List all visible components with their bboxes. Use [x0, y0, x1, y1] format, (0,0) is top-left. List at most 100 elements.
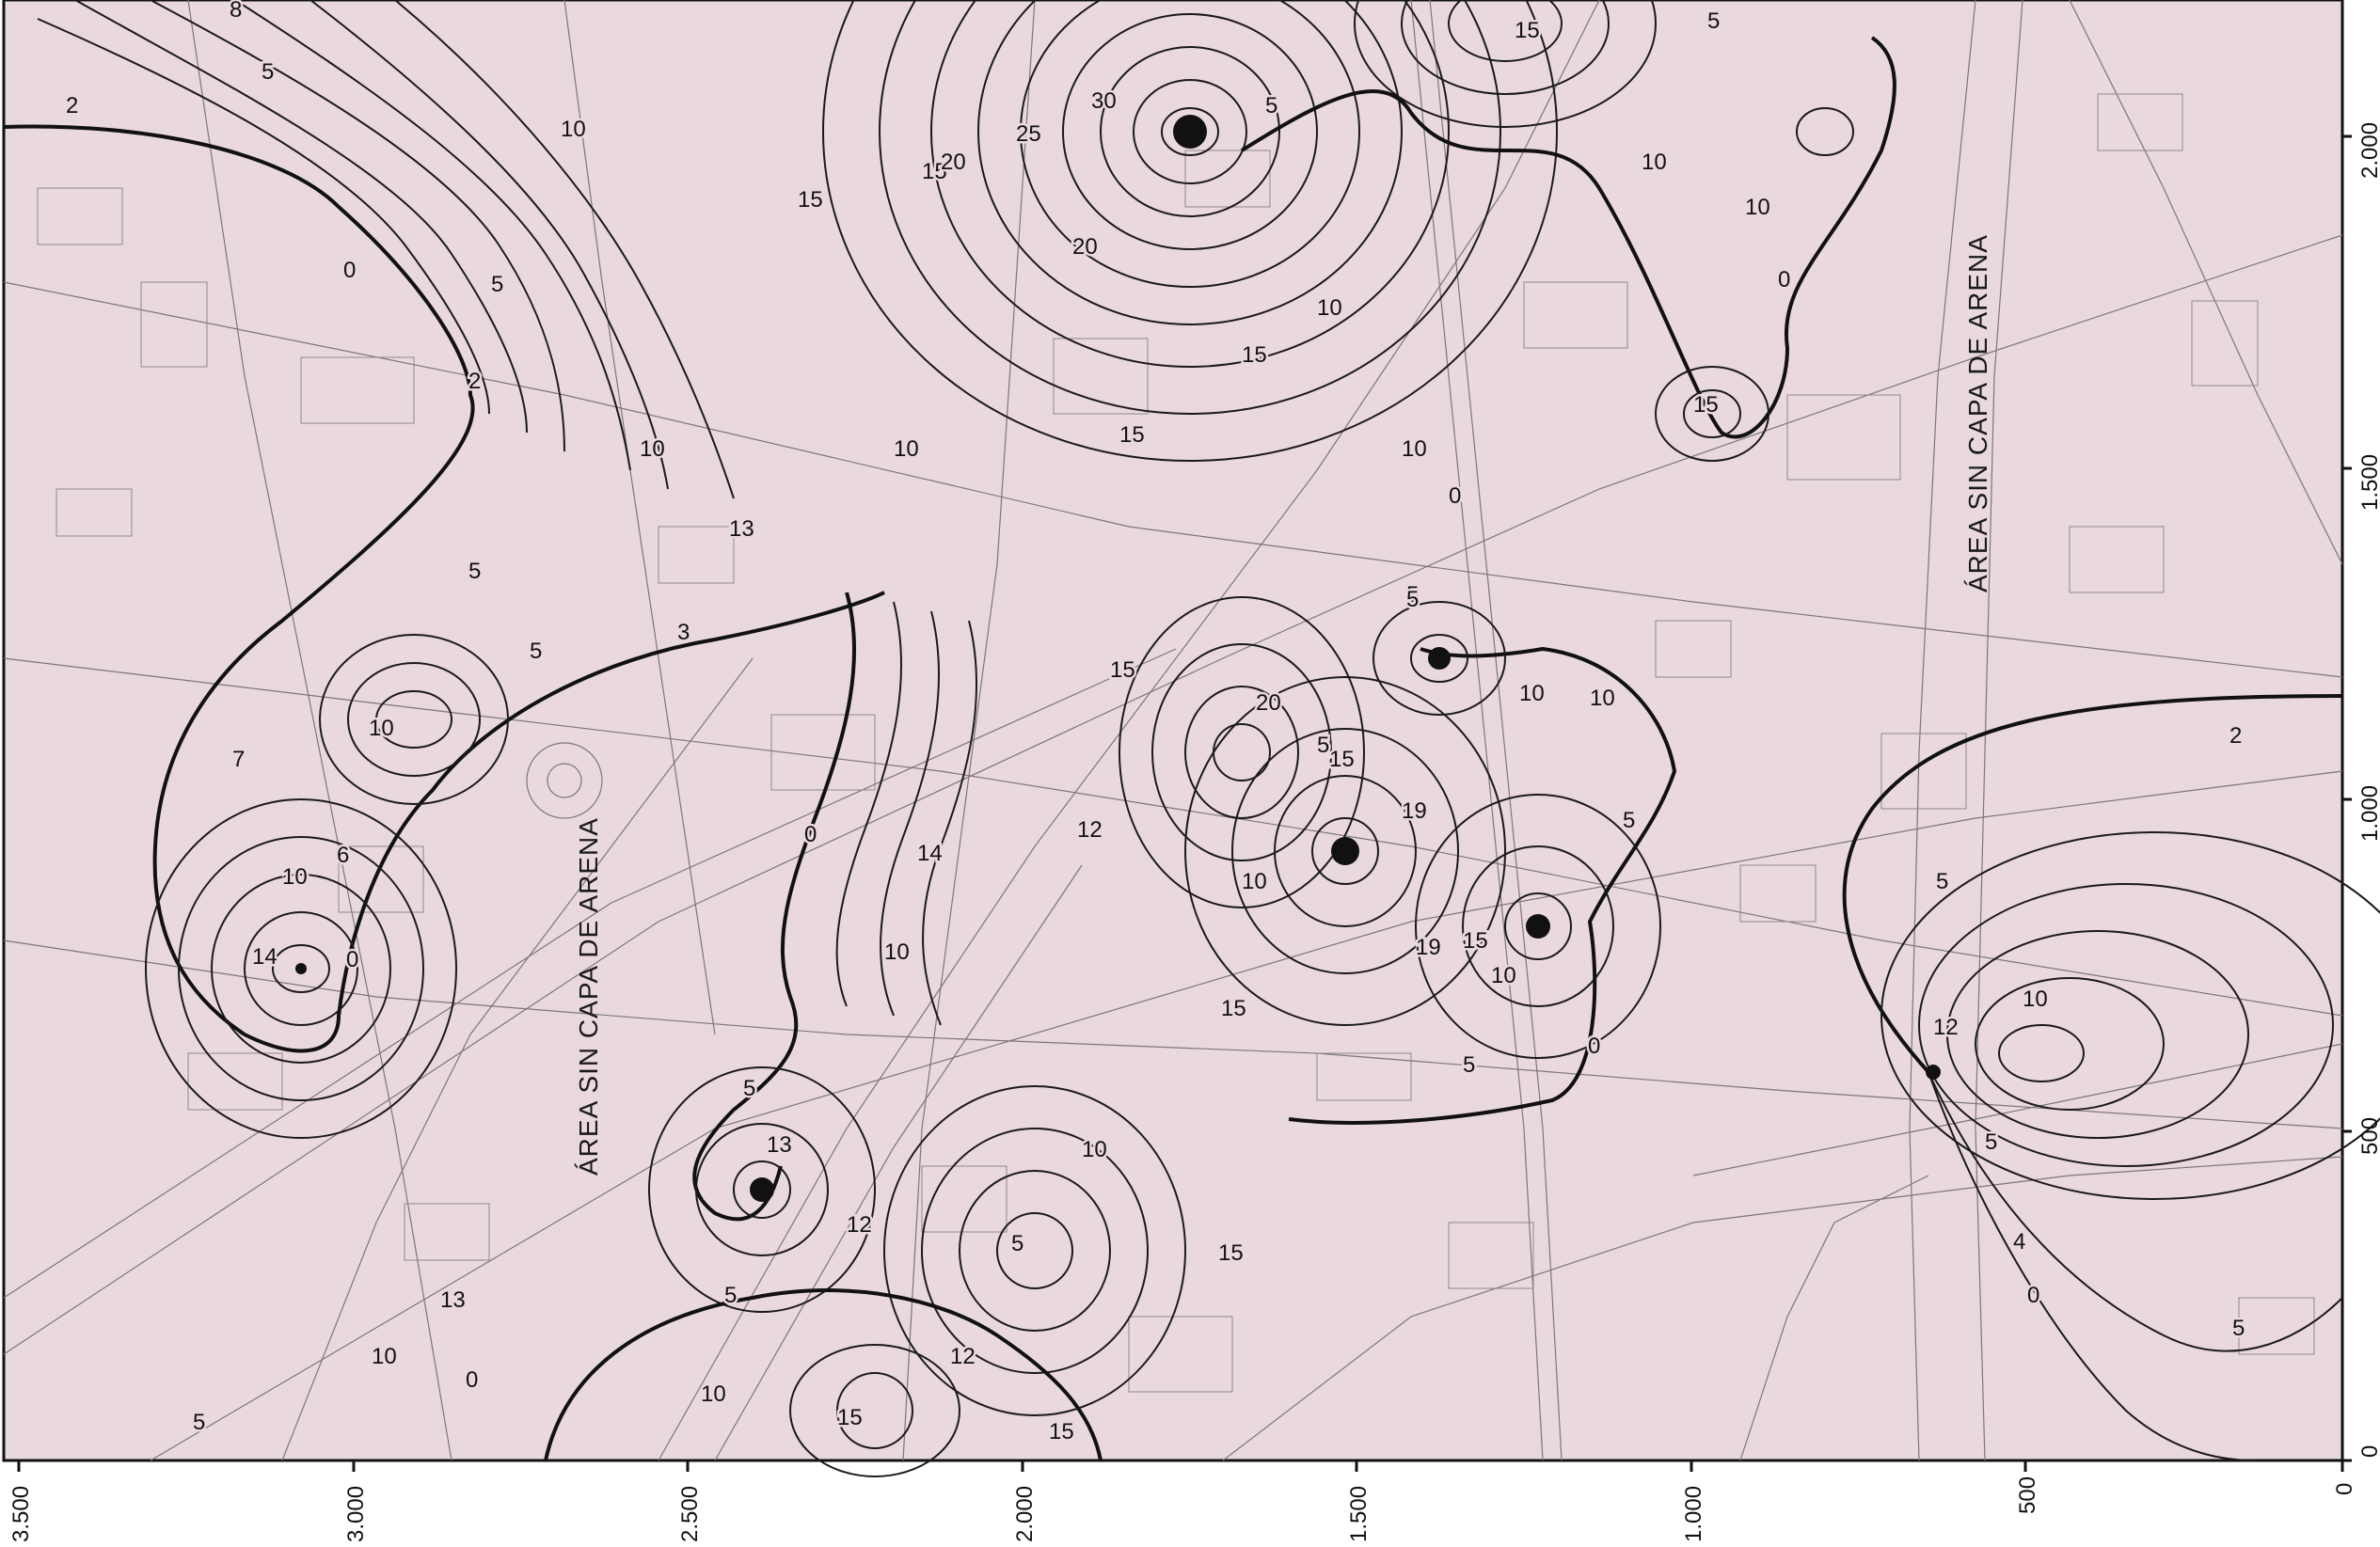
contour-label: 10 — [894, 436, 919, 462]
contour-label: 5 — [491, 272, 503, 297]
contour-label: 15 — [1110, 657, 1135, 683]
contour-label: 10 — [640, 436, 665, 462]
contour-label: 14 — [917, 841, 943, 866]
x-tick-label: 3.000 — [343, 1486, 369, 1542]
contour-lines — [3, 0, 2380, 1477]
x-tick-label: 500 — [2015, 1476, 2040, 1514]
contour-label: 5 — [1623, 808, 1635, 833]
contour-label: 15 — [1049, 1419, 1074, 1444]
contour-label: 10 — [282, 864, 308, 890]
contour-label: 10 — [561, 117, 586, 142]
building-blocks — [37, 93, 2315, 1393]
contour-label: 12 — [847, 1212, 872, 1238]
contour-label: 5 — [2232, 1316, 2245, 1341]
contour-label: 10 — [1402, 436, 1427, 462]
region-label-no-sand-left: ÁREA SIN CAPA DE ARENA — [574, 817, 603, 1176]
contour-label: 3 — [677, 620, 690, 645]
contour-label: 5 — [1406, 587, 1419, 612]
x-tick-label: 0 — [2332, 1483, 2357, 1495]
contour-label: 5 — [1317, 733, 1329, 758]
contour-label: 15 — [1218, 1240, 1244, 1266]
contour-label: 5 — [743, 1076, 755, 1101]
contour-label: 15 — [798, 187, 823, 213]
contour-label: 6 — [337, 843, 349, 868]
contour-label: 2 — [66, 93, 78, 118]
contour-label: 5 — [1707, 8, 1720, 34]
contour-label: 0 — [1449, 483, 1461, 509]
contour-label: 15 — [1242, 342, 1267, 368]
contour-label: 5 — [262, 59, 274, 85]
contour-label: 0 — [343, 258, 356, 283]
contour-label: 20 — [1256, 690, 1281, 716]
map-background — [2, 0, 2344, 1462]
contour-label: 12 — [1077, 817, 1103, 843]
contour-label: 19 — [1416, 935, 1441, 960]
contour-label: 5 — [1011, 1231, 1023, 1256]
contour-label: 15 — [1221, 996, 1246, 1021]
contour-label: 10 — [1745, 195, 1770, 220]
region-label-no-sand-right: ÁREA SIN CAPA DE ARENA — [1963, 234, 1992, 592]
contour-label: 5 — [1463, 1052, 1475, 1078]
contour-label: 10 — [1590, 686, 1615, 711]
x-tick-label: 3.500 — [8, 1486, 34, 1542]
contour-label: 10 — [1491, 963, 1516, 988]
contour-label: 20 — [1072, 234, 1098, 260]
contour-label: 19 — [1402, 798, 1427, 824]
contour-label: 7 — [232, 747, 245, 772]
contour-label: 0 — [1588, 1034, 1600, 1059]
contour-label: 10 — [701, 1381, 726, 1407]
contour-label: 5 — [193, 1410, 205, 1435]
contour-label: 10 — [1642, 150, 1667, 175]
contour-label: 10 — [884, 939, 910, 965]
contour-label: 25 — [1016, 121, 1041, 147]
contour-label: 12 — [950, 1344, 976, 1369]
x-tick-label: 1.000 — [1681, 1486, 1706, 1542]
contour-label: 10 — [1317, 295, 1342, 321]
x-tick-label: 2.500 — [677, 1486, 703, 1542]
contour-label: 10 — [369, 716, 394, 741]
contour-label: 15 — [922, 159, 947, 184]
contour-label: 15 — [1515, 18, 1540, 43]
contour-label: 15 — [1329, 747, 1355, 772]
contour-label: 15 — [1119, 422, 1145, 448]
street-network — [3, 0, 2343, 1461]
contour-label: 0 — [466, 1367, 478, 1393]
contour-label: 0 — [804, 822, 817, 847]
y-tick-label: 2.000 — [2357, 122, 2380, 179]
y-tick-label: 0 — [2357, 1445, 2380, 1458]
contour-label: 15 — [837, 1405, 863, 1430]
contour-label: 4 — [2013, 1229, 2025, 1255]
contour-label: 0 — [346, 947, 358, 972]
contour-label: 5 — [1265, 93, 1277, 118]
contour-label: 10 — [1519, 681, 1545, 706]
contour-label: 5 — [1936, 869, 1948, 894]
contour-label: 10 — [372, 1344, 397, 1369]
x-tick-label: 2.000 — [1012, 1486, 1038, 1542]
contour-label: 15 — [1463, 928, 1488, 954]
contour-label: 13 — [440, 1287, 466, 1313]
contour-label: 0 — [2027, 1283, 2039, 1308]
contour-label: 30 — [1091, 88, 1117, 114]
y-tick-label: 500 — [2357, 1117, 2380, 1155]
contour-label: 2 — [468, 369, 481, 394]
y-tick-label: 1.500 — [2357, 454, 2380, 511]
contour-label: 10 — [1242, 869, 1267, 894]
contour-label: 5 — [530, 639, 542, 664]
contour-labels: 8 5 2 10 0 5 2 5 10 13 5 3 7 10 6 10 14 … — [64, 0, 2247, 1447]
y-tick-label: 1.000 — [2357, 785, 2380, 842]
contour-centres — [295, 115, 1941, 1202]
contour-label: 12 — [1933, 1015, 1959, 1040]
contour-label: 5 — [1406, 582, 1419, 608]
contour-label: 5 — [724, 1283, 737, 1308]
contour-label: 15 — [1693, 392, 1719, 418]
right-axis: 2.000 1.500 1.000 500 0 — [2342, 122, 2380, 1462]
bottom-axis: 3.500 3.000 2.500 2.000 1.500 1.000 500 … — [8, 1460, 2357, 1542]
contour-label: 8 — [230, 0, 242, 23]
contour-label: 13 — [767, 1132, 792, 1158]
contour-label: 0 — [1778, 267, 1790, 292]
contour-label: 14 — [252, 944, 278, 970]
contour-label: 10 — [1082, 1137, 1107, 1162]
contour-label: 20 — [941, 150, 966, 175]
contour-label: 10 — [2023, 987, 2048, 1012]
